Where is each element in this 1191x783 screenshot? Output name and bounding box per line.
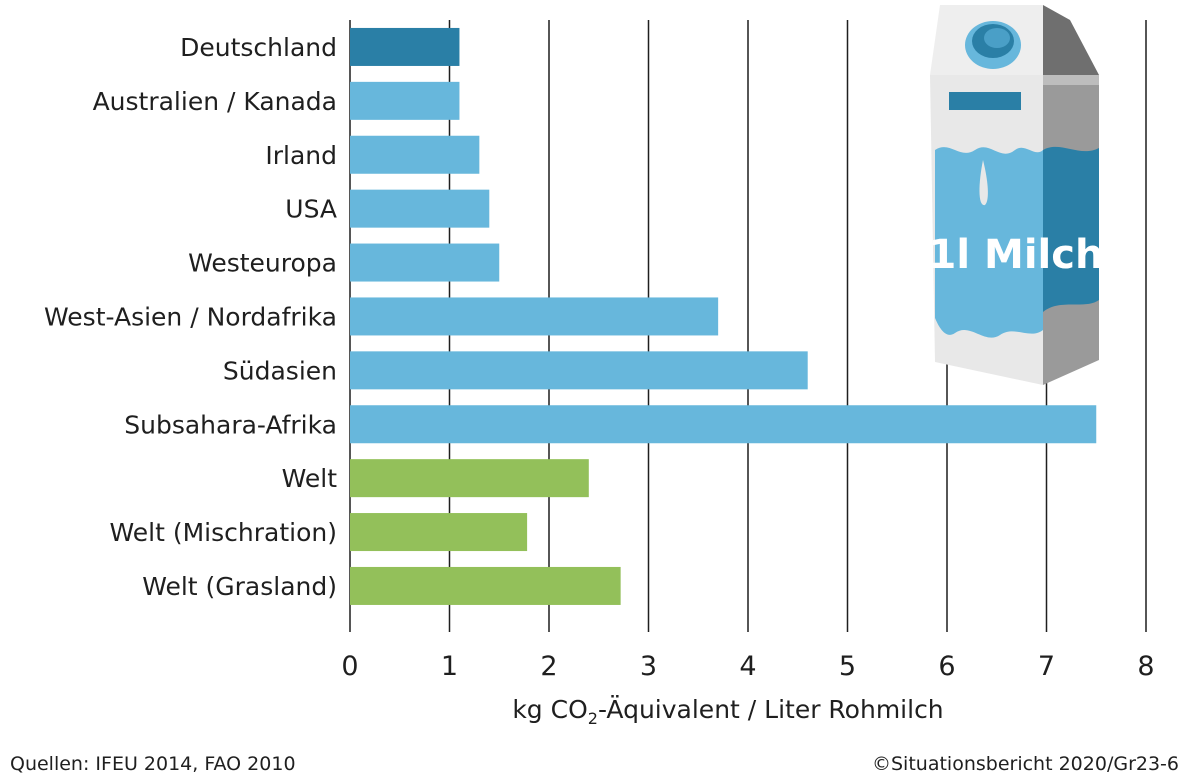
x-tick-label: 5 (839, 651, 856, 682)
x-tick-label: 4 (739, 651, 756, 682)
x-tick-label: 8 (1137, 651, 1154, 682)
category-label: Irland (265, 141, 337, 170)
carton-label: 1l Milch (929, 232, 1104, 278)
x-axis-title-suffix: -Äquivalent / Liter Rohmilch (598, 695, 944, 724)
x-axis-title: kg CO2-Äquivalent / Liter Rohmilch (512, 695, 943, 728)
category-label: Deutschland (180, 33, 337, 62)
bar (350, 81, 460, 120)
x-tick-label: 6 (938, 651, 955, 682)
x-tick-label: 0 (341, 651, 358, 682)
category-label: Welt (Grasland) (142, 572, 337, 601)
category-labels: Deutschland Australien / Kanada Irland USA W… (44, 33, 337, 601)
bar (350, 566, 621, 605)
source-note: Quellen: IFEU 2014, FAO 2010 (10, 753, 296, 775)
bar (350, 513, 528, 552)
category-label: Südasien (223, 356, 337, 385)
bar (350, 189, 490, 228)
x-tick-label: 2 (540, 651, 557, 682)
x-axis-title-subscript: 2 (588, 709, 598, 728)
category-label: Westeuropa (188, 249, 337, 278)
x-tick-label: 7 (1038, 651, 1055, 682)
category-label: Australien / Kanada (93, 87, 337, 116)
category-label: USA (285, 195, 337, 224)
bar (350, 27, 460, 66)
x-tick-label: 1 (441, 651, 458, 682)
category-label: Welt (282, 464, 338, 493)
x-axis-title-prefix: kg CO (512, 695, 587, 724)
x-tick-label: 3 (640, 651, 657, 682)
bar (350, 243, 500, 282)
bar (350, 459, 589, 498)
category-label: West-Asien / Nordafrika (44, 302, 337, 331)
bar (350, 405, 1097, 444)
category-label: Subsahara-Afrika (124, 410, 337, 439)
category-label: Welt (Mischration) (110, 518, 337, 547)
copyright-note: ©Situationsbericht 2020/Gr23-6 (872, 753, 1179, 775)
bar (350, 135, 480, 174)
bar (350, 351, 808, 390)
bar (350, 297, 719, 336)
bar-chart: 1l Milch Deutschland Australien / Kanada I… (44, 5, 1155, 728)
x-axis-ticks: 0 1 2 3 4 5 6 7 8 (341, 651, 1154, 682)
milk-carton-illustration: 1l Milch (929, 5, 1104, 385)
bars (350, 27, 1097, 605)
